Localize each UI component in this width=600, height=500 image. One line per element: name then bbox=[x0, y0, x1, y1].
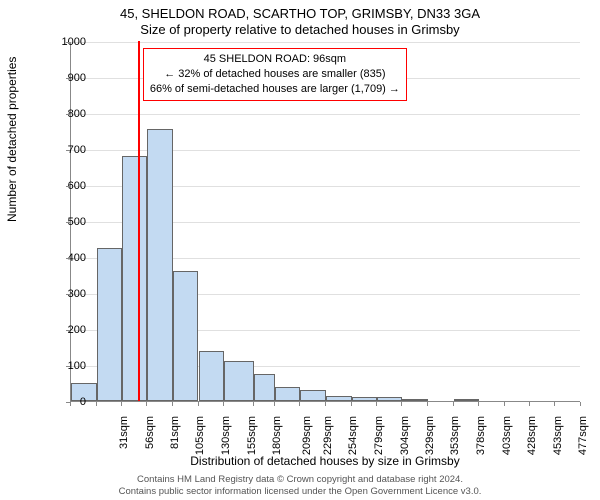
y-tick-mark bbox=[66, 258, 70, 259]
histogram-bar bbox=[377, 397, 402, 401]
histogram-bar bbox=[147, 129, 173, 401]
footer-line1: Contains HM Land Registry data © Crown c… bbox=[0, 474, 600, 485]
x-tick-mark bbox=[325, 402, 326, 406]
footer-line2: Contains public sector information licen… bbox=[0, 486, 600, 497]
x-tick-label: 329sqm bbox=[424, 416, 436, 466]
y-tick-mark bbox=[66, 366, 70, 367]
x-tick-mark bbox=[554, 402, 555, 406]
histogram-bar bbox=[326, 396, 352, 401]
histogram-bar bbox=[352, 397, 378, 401]
histogram-bar bbox=[454, 399, 480, 401]
x-tick-label: 229sqm bbox=[322, 416, 334, 466]
y-tick-mark bbox=[66, 114, 70, 115]
x-tick-mark bbox=[198, 402, 199, 406]
x-tick-label: 378sqm bbox=[475, 416, 487, 466]
y-tick-mark bbox=[66, 330, 70, 331]
x-tick-mark bbox=[121, 402, 122, 406]
x-tick-label: 304sqm bbox=[399, 416, 411, 466]
y-tick-mark bbox=[66, 294, 70, 295]
x-tick-mark bbox=[351, 402, 352, 406]
y-tick-mark bbox=[66, 222, 70, 223]
y-tick-mark bbox=[66, 150, 70, 151]
x-tick-label: 56sqm bbox=[144, 416, 156, 466]
x-tick-mark bbox=[299, 402, 300, 406]
x-tick-label: 31sqm bbox=[118, 416, 130, 466]
histogram-bar bbox=[254, 374, 275, 401]
x-tick-mark bbox=[96, 402, 97, 406]
property-marker-line bbox=[138, 41, 140, 401]
x-tick-mark bbox=[172, 402, 173, 406]
y-tick-label: 900 bbox=[41, 72, 86, 84]
y-tick-label: 400 bbox=[41, 252, 86, 264]
y-tick-label: 800 bbox=[41, 108, 86, 120]
x-tick-mark bbox=[478, 402, 479, 406]
x-tick-label: 353sqm bbox=[449, 416, 461, 466]
x-tick-label: 209sqm bbox=[301, 416, 313, 466]
x-tick-mark bbox=[253, 402, 254, 406]
y-axis-label: Number of detached properties bbox=[5, 57, 19, 222]
annotation-line3: 66% of semi-detached houses are larger (… bbox=[150, 82, 400, 97]
annotation-line2: ← 32% of detached houses are smaller (83… bbox=[150, 67, 400, 82]
gridline bbox=[71, 42, 580, 43]
histogram-bar bbox=[199, 351, 225, 401]
histogram-bar bbox=[224, 361, 254, 401]
chart-title-address: 45, SHELDON ROAD, SCARTHO TOP, GRIMSBY, … bbox=[0, 6, 600, 21]
y-tick-label: 200 bbox=[41, 324, 86, 336]
y-tick-label: 1000 bbox=[41, 36, 86, 48]
y-tick-label: 300 bbox=[41, 288, 86, 300]
x-tick-mark bbox=[274, 402, 275, 406]
x-tick-label: 428sqm bbox=[526, 416, 538, 466]
x-tick-mark bbox=[376, 402, 377, 406]
property-annotation: 45 SHELDON ROAD: 96sqm← 32% of detached … bbox=[143, 48, 407, 101]
y-tick-mark bbox=[66, 42, 70, 43]
x-tick-label: 130sqm bbox=[220, 416, 232, 466]
x-tick-label: 81sqm bbox=[169, 416, 181, 466]
y-tick-label: 100 bbox=[41, 360, 86, 372]
x-tick-mark bbox=[70, 402, 71, 406]
x-tick-mark bbox=[223, 402, 224, 406]
y-tick-label: 600 bbox=[41, 180, 86, 192]
x-tick-label: 279sqm bbox=[373, 416, 385, 466]
x-tick-mark bbox=[401, 402, 402, 406]
histogram-bar bbox=[275, 387, 301, 401]
x-tick-label: 453sqm bbox=[552, 416, 564, 466]
x-tick-label: 105sqm bbox=[194, 416, 206, 466]
x-tick-mark bbox=[504, 402, 505, 406]
y-tick-label: 0 bbox=[41, 396, 86, 408]
histogram-bar bbox=[300, 390, 326, 401]
x-tick-label: 477sqm bbox=[577, 416, 589, 466]
x-tick-label: 155sqm bbox=[246, 416, 258, 466]
histogram-bar bbox=[97, 248, 123, 401]
x-tick-label: 403sqm bbox=[501, 416, 513, 466]
y-tick-mark bbox=[66, 186, 70, 187]
attribution-footer: Contains HM Land Registry data © Crown c… bbox=[0, 474, 600, 497]
property-size-chart: 45, SHELDON ROAD, SCARTHO TOP, GRIMSBY, … bbox=[0, 0, 600, 500]
y-tick-mark bbox=[66, 78, 70, 79]
histogram-bar bbox=[402, 399, 428, 401]
histogram-bar bbox=[122, 156, 147, 401]
gridline bbox=[71, 114, 580, 115]
x-tick-label: 254sqm bbox=[347, 416, 359, 466]
chart-subtitle: Size of property relative to detached ho… bbox=[0, 22, 600, 37]
annotation-line1: 45 SHELDON ROAD: 96sqm bbox=[150, 52, 400, 67]
x-tick-mark bbox=[453, 402, 454, 406]
histogram-bar bbox=[173, 271, 199, 401]
x-tick-mark bbox=[427, 402, 428, 406]
y-tick-label: 500 bbox=[41, 216, 86, 228]
x-tick-mark bbox=[146, 402, 147, 406]
x-tick-mark bbox=[529, 402, 530, 406]
y-tick-label: 700 bbox=[41, 144, 86, 156]
x-tick-label: 180sqm bbox=[271, 416, 283, 466]
x-tick-mark bbox=[580, 402, 581, 406]
